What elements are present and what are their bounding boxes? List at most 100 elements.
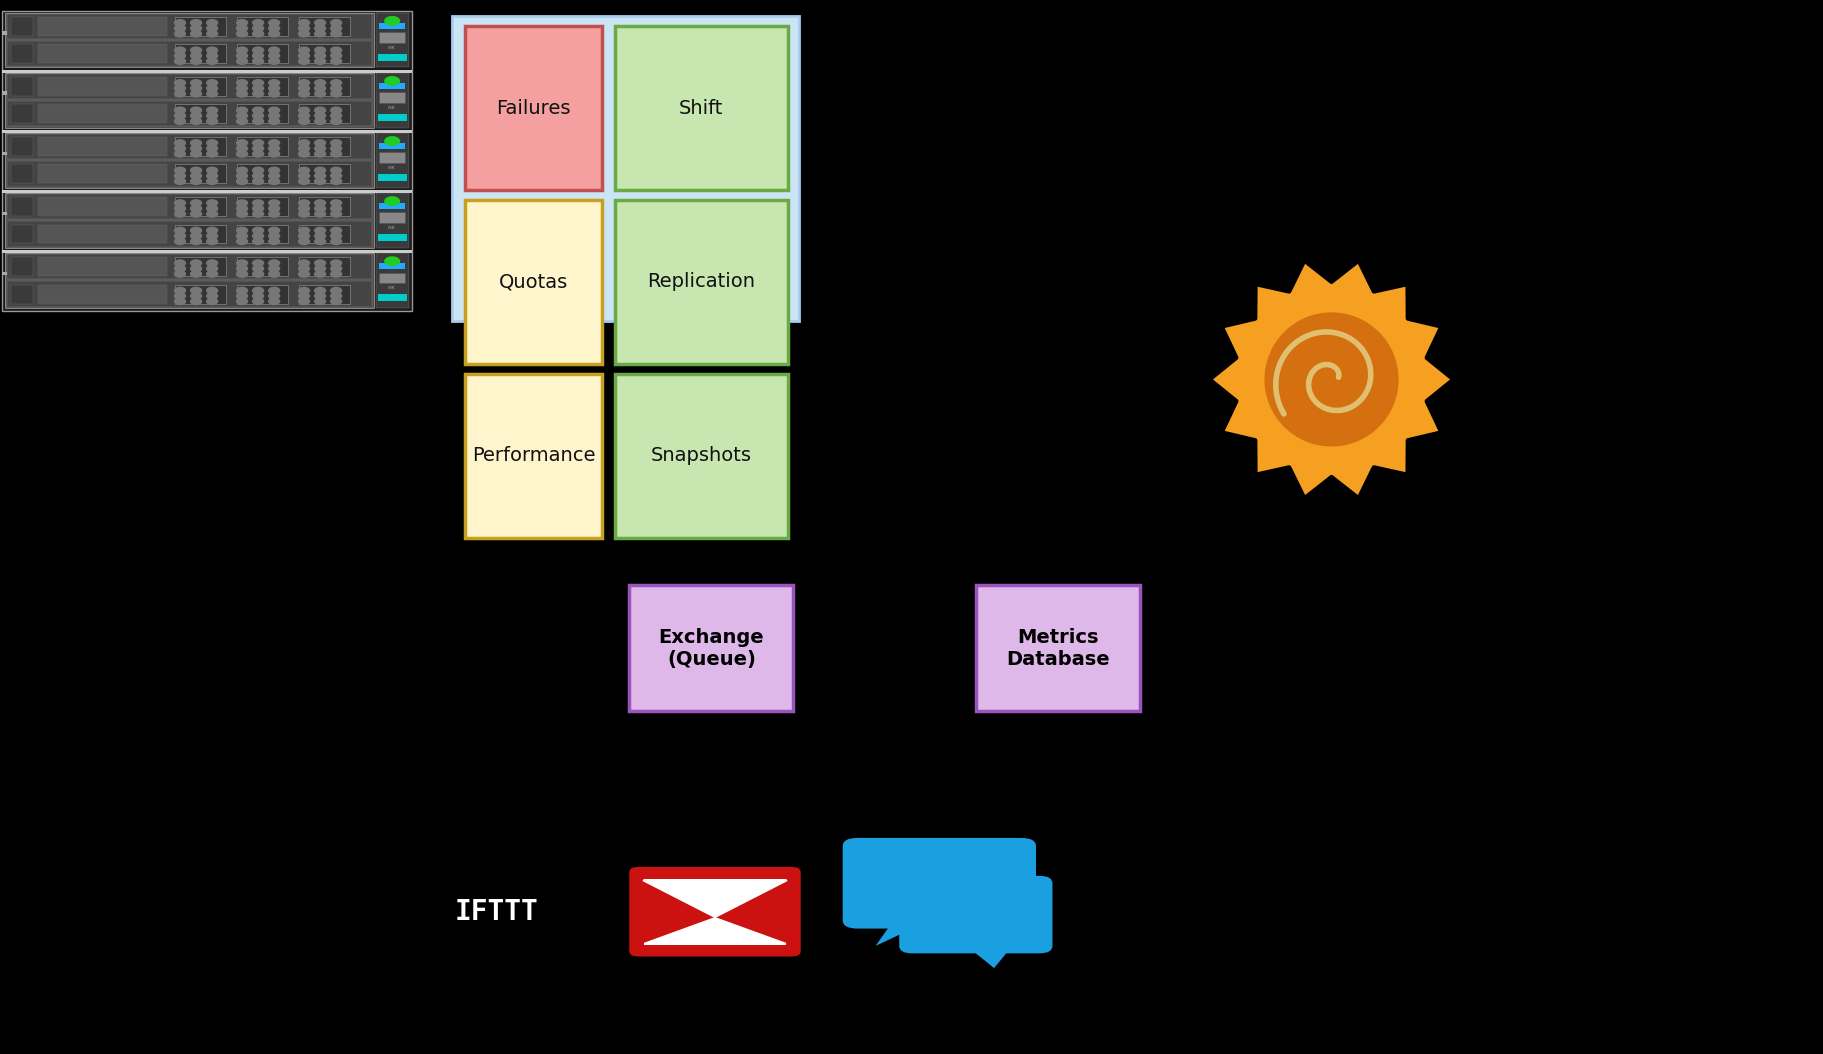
FancyBboxPatch shape [644,879,786,944]
FancyBboxPatch shape [237,257,288,276]
Circle shape [175,113,186,119]
Circle shape [330,228,341,234]
Circle shape [315,260,324,267]
FancyBboxPatch shape [38,164,168,183]
Circle shape [268,200,279,207]
Polygon shape [1406,401,1438,438]
Circle shape [252,47,263,54]
FancyBboxPatch shape [2,130,412,133]
Circle shape [237,25,248,32]
Polygon shape [1424,358,1449,401]
FancyBboxPatch shape [2,250,412,253]
FancyBboxPatch shape [379,273,405,284]
Polygon shape [715,881,786,942]
Circle shape [299,288,310,294]
Circle shape [206,118,217,124]
Circle shape [330,91,341,97]
Circle shape [190,200,202,207]
Polygon shape [1212,358,1238,401]
Circle shape [268,266,279,272]
Circle shape [190,58,202,64]
Circle shape [237,140,248,147]
Circle shape [299,228,310,234]
Circle shape [252,228,263,234]
Circle shape [237,145,248,152]
FancyBboxPatch shape [7,134,372,159]
Circle shape [315,91,324,97]
Circle shape [268,25,279,32]
Circle shape [299,238,310,245]
Circle shape [330,266,341,272]
Circle shape [237,85,248,92]
Circle shape [330,173,341,179]
FancyBboxPatch shape [5,193,374,248]
FancyBboxPatch shape [5,13,374,67]
FancyBboxPatch shape [7,74,372,99]
Circle shape [330,85,341,92]
Circle shape [330,200,341,207]
Circle shape [190,228,202,234]
Circle shape [190,47,202,54]
Circle shape [206,238,217,245]
Circle shape [268,293,279,299]
Circle shape [175,168,186,174]
Circle shape [315,271,324,277]
FancyBboxPatch shape [379,23,405,30]
FancyBboxPatch shape [2,92,7,95]
Circle shape [206,145,217,152]
Circle shape [299,25,310,32]
FancyBboxPatch shape [11,44,33,63]
Circle shape [268,288,279,294]
Text: Quotas: Quotas [500,272,567,292]
FancyBboxPatch shape [175,77,226,96]
Circle shape [268,178,279,184]
Circle shape [252,80,263,86]
Circle shape [237,238,248,245]
Circle shape [252,271,263,277]
Polygon shape [1223,320,1256,358]
Circle shape [252,260,263,267]
Circle shape [330,118,341,124]
Circle shape [252,200,263,207]
Circle shape [175,151,186,157]
Circle shape [315,178,324,184]
Circle shape [268,53,279,59]
FancyBboxPatch shape [5,73,374,128]
FancyBboxPatch shape [614,374,788,538]
Circle shape [315,145,324,152]
Polygon shape [1331,264,1373,294]
FancyBboxPatch shape [299,225,350,243]
FancyBboxPatch shape [175,104,226,123]
Circle shape [190,233,202,239]
Circle shape [206,91,217,97]
Circle shape [206,80,217,86]
Circle shape [330,233,341,239]
Circle shape [299,53,310,59]
Circle shape [252,20,263,26]
FancyBboxPatch shape [377,54,407,61]
Circle shape [315,266,324,272]
Circle shape [268,271,279,277]
Circle shape [315,293,324,299]
Circle shape [299,233,310,239]
Circle shape [190,178,202,184]
Ellipse shape [1265,313,1396,446]
Circle shape [299,211,310,217]
Circle shape [315,20,324,26]
Circle shape [175,260,186,267]
Circle shape [237,200,248,207]
Circle shape [315,151,324,157]
FancyBboxPatch shape [7,194,372,219]
FancyBboxPatch shape [38,44,168,63]
FancyBboxPatch shape [38,77,168,96]
Circle shape [206,266,217,272]
Circle shape [268,20,279,26]
FancyBboxPatch shape [7,221,372,247]
Circle shape [315,288,324,294]
Text: Shift: Shift [678,98,724,118]
Circle shape [252,293,263,299]
Circle shape [330,271,341,277]
FancyBboxPatch shape [175,197,226,216]
Text: iDRAC: iDRAC [388,286,396,290]
FancyBboxPatch shape [376,133,408,188]
